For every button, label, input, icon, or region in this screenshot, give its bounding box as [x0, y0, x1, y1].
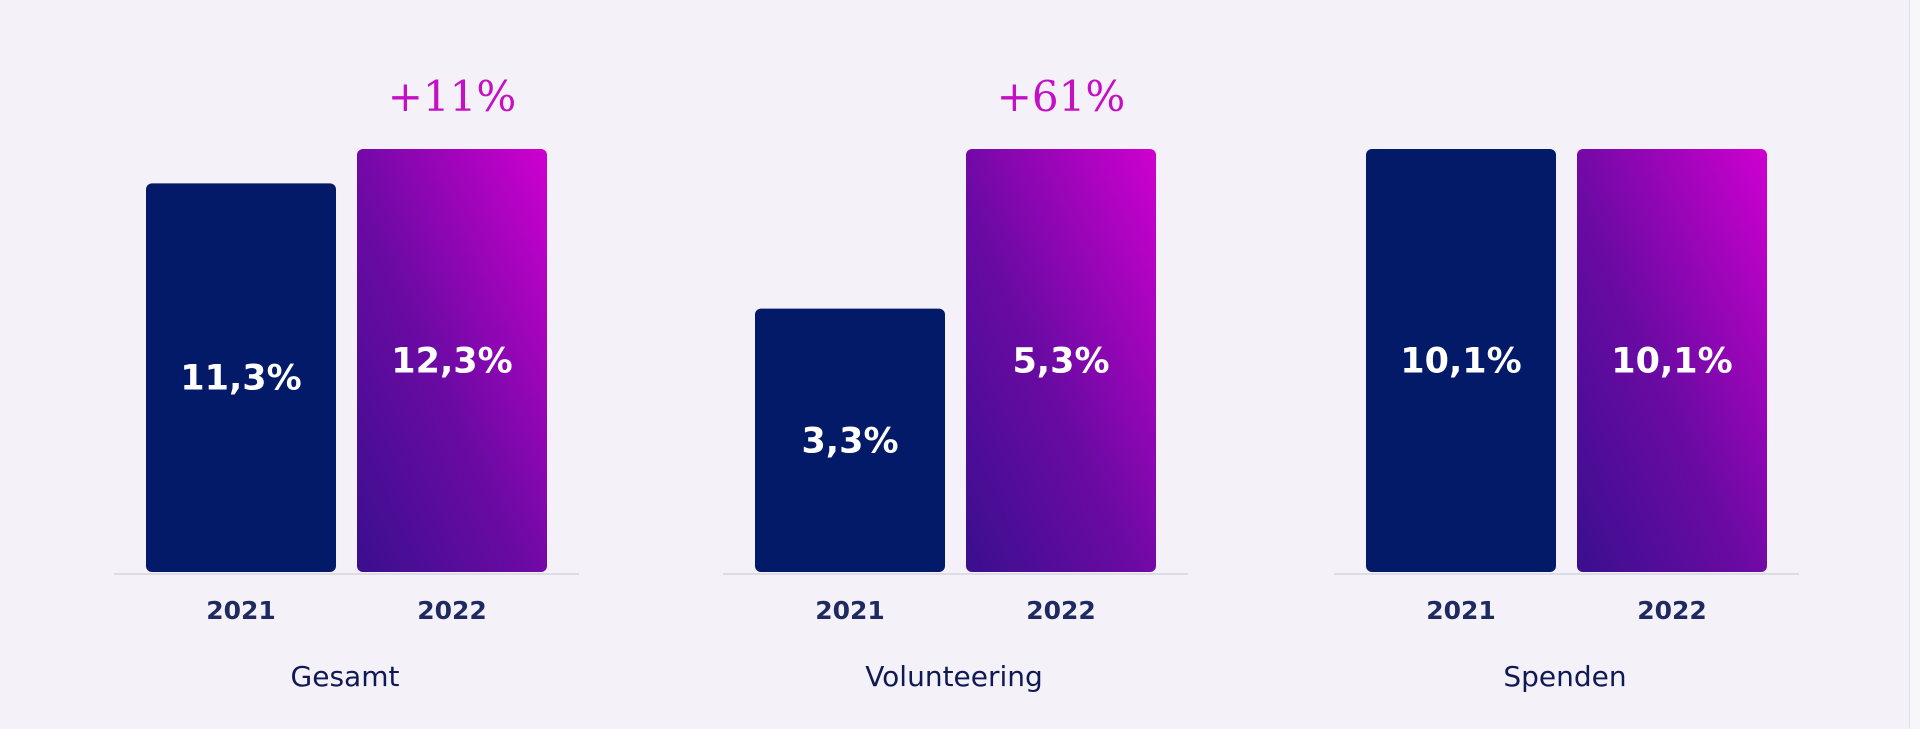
chart-gesamt-title: Gesamt — [290, 660, 400, 693]
chart-volunteering-svg: 3,3% 2021 5,3% 2022 +61% — [723, 72, 1188, 625]
bar-value-label: 10,1% — [1611, 342, 1732, 382]
bar-value-label: 5,3% — [1012, 342, 1109, 382]
chart-gesamt: 11,3% 2021 12,3% 2022 +11% Gesamt — [110, 0, 580, 729]
bar-value-label: 3,3% — [801, 421, 898, 461]
x-tick-label-2021: 2021 — [815, 596, 885, 625]
bar-value-label: 11,3% — [180, 359, 301, 399]
bar-2021 — [1366, 149, 1556, 572]
x-tick-label-2022: 2022 — [1637, 596, 1707, 625]
bar-value-label: 10,1% — [1400, 342, 1521, 382]
bar-value-label: 12,3% — [391, 342, 512, 382]
chart-gesamt-svg: 11,3% 2021 12,3% 2022 +11% — [114, 72, 579, 625]
page-scrollbar[interactable] — [1909, 0, 1920, 729]
x-tick-label-2022: 2022 — [417, 596, 487, 625]
chart-spenden: 10,1% 2021 10,1% 2022 Spenden — [1330, 0, 1800, 729]
bar-2022 — [966, 149, 1156, 572]
change-percentage-label: +11% — [388, 72, 517, 121]
x-tick-label-2022: 2022 — [1026, 596, 1096, 625]
x-tick-label-2021: 2021 — [1426, 596, 1496, 625]
chart-spenden-title: Spenden — [1503, 660, 1627, 693]
chart-spenden-svg: 10,1% 2021 10,1% 2022 — [1334, 149, 1799, 625]
x-tick-label-2021: 2021 — [206, 596, 276, 625]
bar-2022 — [357, 149, 547, 572]
chart-volunteering-title: Volunteering — [865, 660, 1043, 693]
bar-2021 — [146, 183, 336, 572]
chart-volunteering: 3,3% 2021 5,3% 2022 +61% Volunteering — [719, 0, 1189, 729]
change-percentage-label: +61% — [997, 72, 1126, 121]
bar-2022 — [1577, 149, 1767, 572]
bar-2021 — [755, 308, 945, 572]
